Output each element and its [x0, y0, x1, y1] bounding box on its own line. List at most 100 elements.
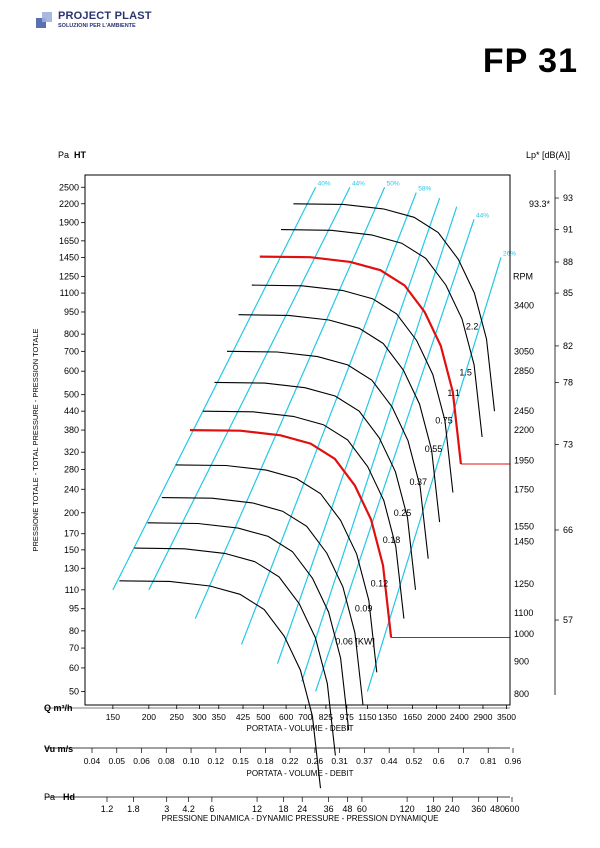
highlighted-fan-curve [189, 429, 393, 638]
fan-curve [238, 314, 441, 523]
dynamic-pressure-tick-label: 360 [471, 804, 486, 814]
velocity-tick-label: 0.6 [433, 756, 445, 766]
velocity-tick-label: 0.05 [108, 756, 125, 766]
y-tick-label: 440 [64, 406, 79, 416]
rpm-tick-label: 2850 [514, 366, 534, 376]
x-tick-label: 1350 [378, 712, 397, 722]
dynamic-pressure-tick-label: 180 [426, 804, 441, 814]
dynamic-pressure-tick-label: 120 [400, 804, 415, 814]
y-tick-label: 380 [64, 425, 79, 435]
fan-curve [202, 410, 405, 619]
noise-tick-label: 73 [563, 439, 573, 449]
y-tick-label: 280 [64, 464, 79, 474]
velocity-tick-label: 0.10 [183, 756, 200, 766]
power-label: 0.55 [425, 444, 443, 454]
rpm-tick-label: 1950 [514, 456, 534, 466]
y-tick-label: 80 [69, 626, 79, 636]
dynamic-pressure-tick-label: 6 [209, 804, 214, 814]
x-tick-label: 600 [279, 712, 293, 722]
x-tick-label: 300 [192, 712, 206, 722]
velocity-tick-label: 0.12 [208, 756, 225, 766]
rpm-tick-label: 1750 [514, 484, 534, 494]
y-tick-label: 1900 [59, 218, 79, 228]
velocity-tick-label: 0.31 [331, 756, 348, 766]
power-label: 0.09 [355, 603, 373, 613]
y-tick-label: 500 [64, 390, 79, 400]
velocity-tick-label: 0.44 [381, 756, 398, 766]
power-label: 0.25 [394, 508, 412, 518]
fan-curve [119, 580, 322, 789]
x-tick-label: 2000 [427, 712, 446, 722]
dynamic-pressure-tick-label: 1.2 [101, 804, 114, 814]
efficiency-line [315, 219, 475, 692]
noise-tick-label: 66 [563, 525, 573, 535]
x-tick-label: 1650 [403, 712, 422, 722]
efficiency-line [148, 187, 351, 591]
y-tick-label: 1450 [59, 252, 79, 262]
labels: 2.2 1.5 1.1 0.75 0.55 0.37 0.25 0.18 0.12 0.09 0.0… [335, 321, 478, 646]
noise-tick-label: 82 [563, 341, 573, 351]
y-tick-label: 700 [64, 346, 79, 356]
x-tick-label: 250 [170, 712, 184, 722]
velocity-tick-label: 0.22 [282, 756, 299, 766]
y-tick-label: 950 [64, 307, 79, 317]
y-tick-label: 320 [64, 447, 79, 457]
fan-curve [251, 284, 454, 493]
fan-curve [161, 497, 364, 706]
y-tick-label: 150 [64, 545, 79, 555]
x-tick-label: 200 [142, 712, 156, 722]
noise-tick-label: 57 [563, 615, 573, 625]
velocity-tick-label: 0.26 [307, 756, 324, 766]
y-axis-title: PRESSIONE TOTALE - TOTAL PRESSURE - PRES… [31, 328, 40, 551]
rpm-tick-label: 1550 [514, 521, 534, 531]
x-tick-label: 500 [256, 712, 270, 722]
velocity-tick-label: 0.18 [257, 756, 274, 766]
noise-axis-label: Lp* [dB(A)] [526, 150, 570, 160]
x-tick-label: 150 [106, 712, 120, 722]
fan-curve [226, 350, 429, 559]
highlighted-fan-curve [259, 255, 462, 465]
velocity-axis-title: PORTATA - VOLUME - DEBIT [247, 769, 354, 778]
y-tick-label: 1250 [59, 272, 79, 282]
y-tick-label: 95 [69, 604, 79, 614]
fan-curve [134, 547, 336, 756]
fan-curve [280, 229, 483, 438]
x-tick-label: 3500 [497, 712, 516, 722]
velocity-tick-label: 0.08 [158, 756, 175, 766]
dynamic-pressure-unit: Pa [44, 792, 55, 802]
rpm-tick-label: 1000 [514, 629, 534, 639]
efficiency-lines: 40% 44% 50%58%44%26% [112, 180, 516, 692]
velocity-tick-label: 0.04 [84, 756, 101, 766]
rpm-tick-label: 800 [514, 689, 529, 699]
noise-tick-label: 88 [563, 257, 573, 267]
x-tick-label: 425 [236, 712, 250, 722]
power-label: 1.1 [447, 388, 460, 398]
plot-frame [84, 174, 511, 706]
rpm-axis-label: RPM [513, 272, 533, 282]
y-tick-label: 110 [65, 585, 79, 595]
fan-curve [175, 464, 378, 673]
power-label: 1.5 [459, 368, 472, 378]
velocity-axis-unit: Vu m/s [44, 744, 73, 754]
x-axis-unit: Q m³/h [44, 703, 73, 713]
rpm-tick-label: 900 [514, 657, 529, 667]
y-axis-unit: Pa [58, 150, 69, 160]
noise-annotation: 93.3* [529, 199, 551, 209]
efficiency-line [112, 187, 317, 591]
y-tick-label: 2500 [59, 182, 79, 192]
y-tick-label: 130 [64, 563, 79, 573]
dynamic-pressure-tick-label: 24 [297, 804, 307, 814]
dynamic-pressure-tick-label: 18 [278, 804, 288, 814]
efficiency-line [194, 187, 386, 619]
brand-name: PROJECT PLAST [58, 10, 152, 22]
efficiency-line [276, 197, 441, 664]
y-tick-label: 600 [64, 366, 79, 376]
x-tick-label: 825 [319, 712, 333, 722]
dynamic-pressure-tick-label: 36 [324, 804, 334, 814]
dynamic-pressure-tick-label: 60 [357, 804, 367, 814]
efficiency-label: 40% [318, 180, 331, 187]
power-label: 0.75 [435, 415, 453, 425]
velocity-tick-label: 0.06 [133, 756, 150, 766]
fan-curves [119, 203, 510, 789]
